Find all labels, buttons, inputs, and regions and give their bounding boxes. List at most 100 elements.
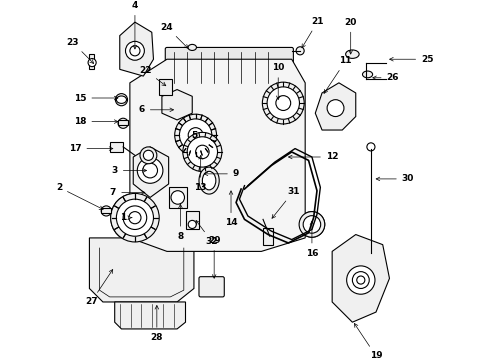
Circle shape — [188, 128, 203, 143]
Text: 5: 5 — [190, 131, 197, 140]
Circle shape — [195, 145, 209, 159]
Text: 31: 31 — [271, 187, 299, 218]
Circle shape — [266, 87, 299, 119]
Text: 26: 26 — [372, 73, 398, 82]
Bar — [185, 211, 199, 229]
Text: 23: 23 — [66, 38, 94, 63]
Circle shape — [187, 137, 217, 167]
Circle shape — [188, 220, 196, 229]
Text: 19: 19 — [354, 324, 382, 360]
Polygon shape — [120, 22, 153, 76]
Circle shape — [356, 276, 364, 284]
Text: 27: 27 — [84, 270, 113, 306]
Ellipse shape — [116, 96, 126, 103]
Circle shape — [88, 59, 96, 67]
Circle shape — [366, 143, 374, 151]
Polygon shape — [170, 103, 221, 167]
Circle shape — [303, 216, 320, 233]
Circle shape — [130, 46, 140, 56]
Circle shape — [125, 41, 144, 60]
Bar — [89, 54, 94, 69]
Text: 32: 32 — [196, 221, 218, 246]
Circle shape — [115, 94, 127, 106]
Circle shape — [116, 199, 153, 236]
Text: 8: 8 — [177, 204, 183, 241]
Ellipse shape — [362, 71, 372, 78]
Text: 9: 9 — [204, 169, 239, 178]
Polygon shape — [331, 235, 388, 322]
Circle shape — [299, 212, 324, 237]
Circle shape — [179, 119, 211, 151]
Ellipse shape — [188, 44, 196, 50]
Circle shape — [183, 132, 222, 171]
Polygon shape — [89, 238, 194, 302]
Circle shape — [171, 191, 184, 204]
Polygon shape — [133, 147, 168, 197]
Circle shape — [346, 266, 374, 294]
Circle shape — [129, 212, 141, 224]
Text: 29: 29 — [207, 236, 220, 278]
Circle shape — [183, 132, 222, 171]
Circle shape — [110, 193, 159, 242]
Text: 30: 30 — [375, 174, 413, 183]
Bar — [109, 142, 123, 152]
Circle shape — [295, 47, 304, 55]
Circle shape — [140, 147, 157, 164]
Bar — [263, 228, 273, 245]
Text: 22: 22 — [139, 66, 165, 86]
Polygon shape — [315, 83, 355, 130]
FancyBboxPatch shape — [199, 277, 224, 297]
Text: 12: 12 — [288, 153, 338, 162]
Circle shape — [275, 96, 290, 111]
Circle shape — [142, 163, 157, 178]
Circle shape — [123, 206, 146, 229]
Circle shape — [110, 193, 159, 242]
Circle shape — [116, 199, 153, 236]
Text: 2: 2 — [56, 183, 103, 210]
Circle shape — [143, 150, 153, 160]
Circle shape — [129, 212, 141, 224]
Polygon shape — [162, 90, 192, 120]
Text: 1: 1 — [120, 213, 132, 222]
Ellipse shape — [202, 171, 215, 190]
Circle shape — [326, 100, 343, 117]
Ellipse shape — [199, 167, 219, 194]
Circle shape — [118, 118, 128, 129]
Text: 11: 11 — [324, 57, 351, 93]
Circle shape — [262, 82, 304, 124]
Circle shape — [352, 272, 368, 288]
Text: 14: 14 — [224, 191, 237, 227]
Circle shape — [266, 87, 299, 119]
Bar — [158, 80, 172, 95]
FancyBboxPatch shape — [165, 48, 293, 88]
Text: 21: 21 — [301, 17, 324, 48]
Circle shape — [101, 206, 111, 216]
Circle shape — [174, 114, 216, 156]
Text: 20: 20 — [344, 18, 356, 54]
Ellipse shape — [345, 50, 358, 58]
Bar — [101, 208, 111, 213]
Circle shape — [179, 119, 211, 151]
Circle shape — [174, 114, 216, 156]
Bar — [118, 120, 128, 125]
Text: 7: 7 — [110, 188, 144, 197]
Text: 16: 16 — [305, 221, 318, 258]
Text: 17: 17 — [69, 144, 113, 153]
Text: 24: 24 — [161, 23, 188, 48]
Polygon shape — [130, 59, 305, 251]
Text: 10: 10 — [271, 63, 284, 99]
Polygon shape — [115, 302, 185, 329]
Circle shape — [187, 137, 217, 167]
Circle shape — [275, 96, 290, 111]
Circle shape — [123, 206, 146, 229]
Text: 25: 25 — [389, 55, 433, 64]
Circle shape — [299, 212, 324, 237]
Circle shape — [303, 216, 320, 233]
Text: 4: 4 — [131, 1, 138, 49]
Circle shape — [188, 128, 203, 143]
Circle shape — [262, 82, 304, 124]
Text: 15: 15 — [74, 94, 118, 103]
Circle shape — [195, 145, 209, 159]
Text: 6: 6 — [138, 105, 173, 114]
Circle shape — [137, 158, 163, 183]
